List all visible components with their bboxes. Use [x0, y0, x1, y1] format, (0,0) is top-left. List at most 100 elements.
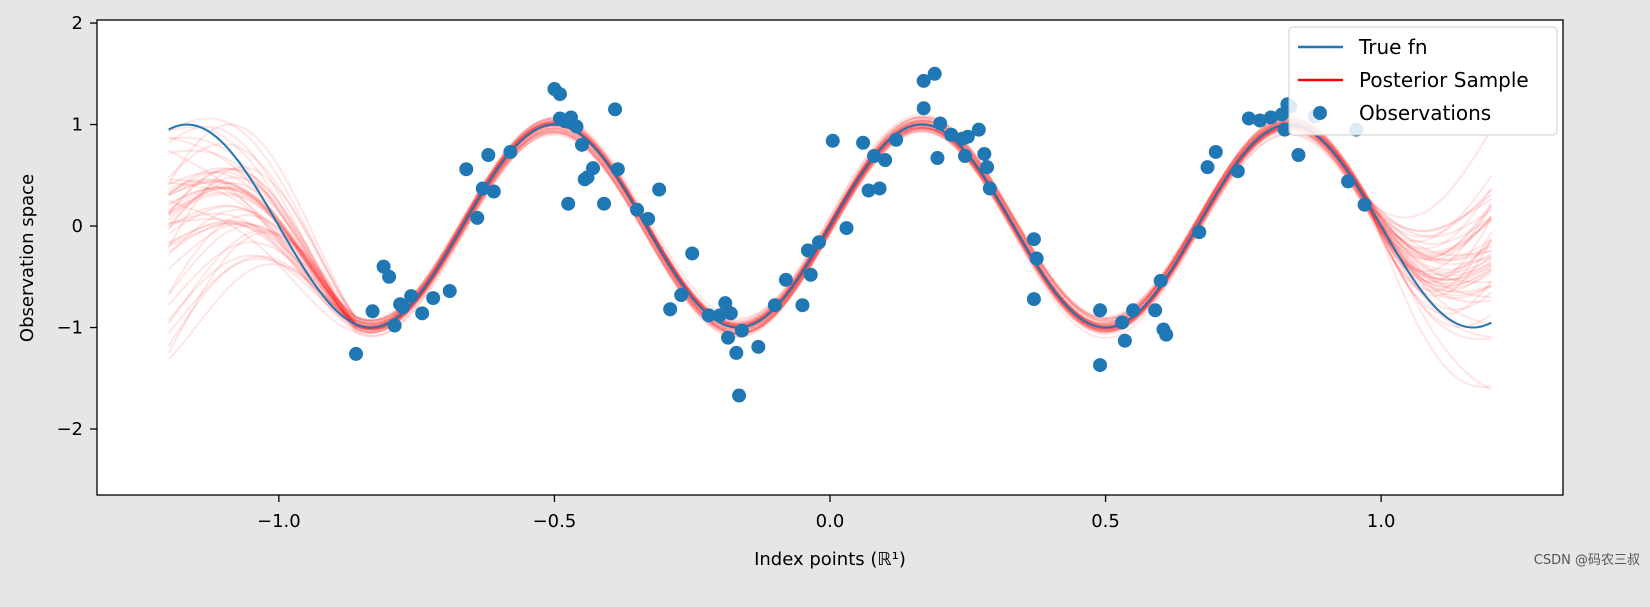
observation-point	[574, 137, 589, 152]
observation-point	[958, 149, 973, 163]
observation-point	[1341, 174, 1356, 189]
observation-point	[803, 267, 818, 282]
observation-point	[1117, 333, 1132, 348]
observation-point	[569, 119, 584, 134]
posterior-sample-line	[167, 120, 1492, 336]
observation-point	[641, 211, 656, 226]
observation-point	[382, 269, 397, 284]
y-axis-label: Observation space	[17, 174, 38, 342]
observation-point	[426, 291, 441, 306]
posterior-sample-line	[167, 116, 1493, 338]
observation-point	[839, 221, 854, 236]
legend-label-posterior: Posterior Sample	[1359, 68, 1529, 92]
observation-point	[732, 388, 747, 403]
observation-point	[1148, 303, 1163, 318]
observation-point	[597, 196, 612, 211]
observation-point	[723, 306, 738, 321]
observation-point	[415, 306, 430, 321]
observation-point	[442, 283, 457, 298]
observation-point	[586, 161, 601, 176]
observation-point	[1115, 315, 1130, 330]
x-tick-label: 1.0	[1367, 511, 1396, 532]
posterior-sample-line	[168, 120, 1492, 333]
y-ticks: −2 −1 0 1 2	[56, 13, 97, 440]
y-tick-label: 0	[72, 216, 83, 237]
observation-point	[1159, 327, 1174, 342]
observation-point	[630, 202, 645, 217]
legend-box	[1288, 26, 1558, 136]
legend-label-observations: Observations	[1359, 101, 1491, 125]
observation-point	[1192, 225, 1207, 240]
observation-point	[1208, 144, 1223, 159]
observation-point	[1291, 147, 1306, 162]
observation-point	[795, 298, 810, 313]
observation-point	[608, 102, 623, 117]
observation-point	[387, 318, 402, 333]
observation-point	[729, 345, 744, 360]
posterior-sample-line	[168, 120, 1492, 330]
observation-point	[349, 346, 364, 361]
observation-point	[933, 116, 948, 131]
observation-point	[1230, 164, 1245, 179]
observation-point	[1093, 303, 1108, 318]
legend-label-true-fn: True fn	[1358, 35, 1428, 59]
observation-point	[459, 162, 474, 177]
observation-point	[1029, 251, 1044, 266]
observation-point	[1126, 303, 1141, 318]
y-tick-label: −1	[56, 318, 83, 339]
observation-point	[610, 162, 625, 177]
observation-point	[800, 243, 815, 258]
observation-point	[872, 181, 887, 196]
x-ticks: −1.0 −0.5 0.0 0.5 1.0	[257, 495, 1395, 532]
observation-point	[916, 73, 931, 88]
observation-point	[404, 289, 419, 304]
observation-point	[481, 147, 496, 162]
observation-point	[365, 304, 380, 319]
observation-point	[712, 308, 727, 323]
watermark: CSDN @码农三叔	[1534, 553, 1640, 568]
observation-point	[916, 101, 931, 116]
observation-point	[486, 184, 501, 199]
observation-point	[861, 183, 876, 198]
legend: True fn Posterior Sample Observations	[1288, 26, 1558, 136]
observation-point	[889, 132, 904, 147]
x-tick-label: 0.5	[1091, 511, 1120, 532]
y-tick-label: 2	[72, 13, 83, 34]
x-tick-label: −1.0	[257, 511, 301, 532]
observation-point	[927, 66, 942, 81]
y-tick-label: 1	[72, 115, 83, 136]
observation-point	[1252, 113, 1267, 128]
posterior-sample-line	[168, 119, 1493, 332]
posterior-sample-line	[167, 116, 1492, 333]
observation-point	[930, 151, 945, 166]
y-tick-label: −2	[56, 419, 83, 440]
observation-point	[395, 300, 410, 315]
posterior-sample-line	[167, 120, 1492, 338]
observation-point	[701, 308, 716, 323]
observation-point	[960, 129, 975, 144]
observation-point	[811, 235, 826, 250]
observation-point	[1026, 292, 1041, 307]
observation-point	[982, 181, 997, 196]
x-tick-label: 0.0	[816, 511, 845, 532]
posterior-sample-line	[168, 119, 1492, 332]
observation-point	[734, 323, 749, 338]
observation-point	[778, 272, 793, 287]
observation-point	[971, 122, 986, 137]
observation-point	[1026, 232, 1041, 247]
observation-point	[652, 182, 667, 197]
observation-point	[751, 339, 766, 354]
observation-point	[867, 149, 882, 163]
posterior-sample-line	[168, 113, 1493, 337]
observation-point	[1153, 273, 1168, 288]
observation-point	[1093, 358, 1108, 373]
observation-point	[721, 330, 736, 345]
observation-point	[685, 246, 700, 261]
observation-point	[674, 288, 689, 303]
observation-point	[561, 196, 576, 211]
observation-point	[663, 302, 678, 317]
x-tick-label: −0.5	[533, 511, 577, 532]
observation-point	[1263, 110, 1278, 125]
